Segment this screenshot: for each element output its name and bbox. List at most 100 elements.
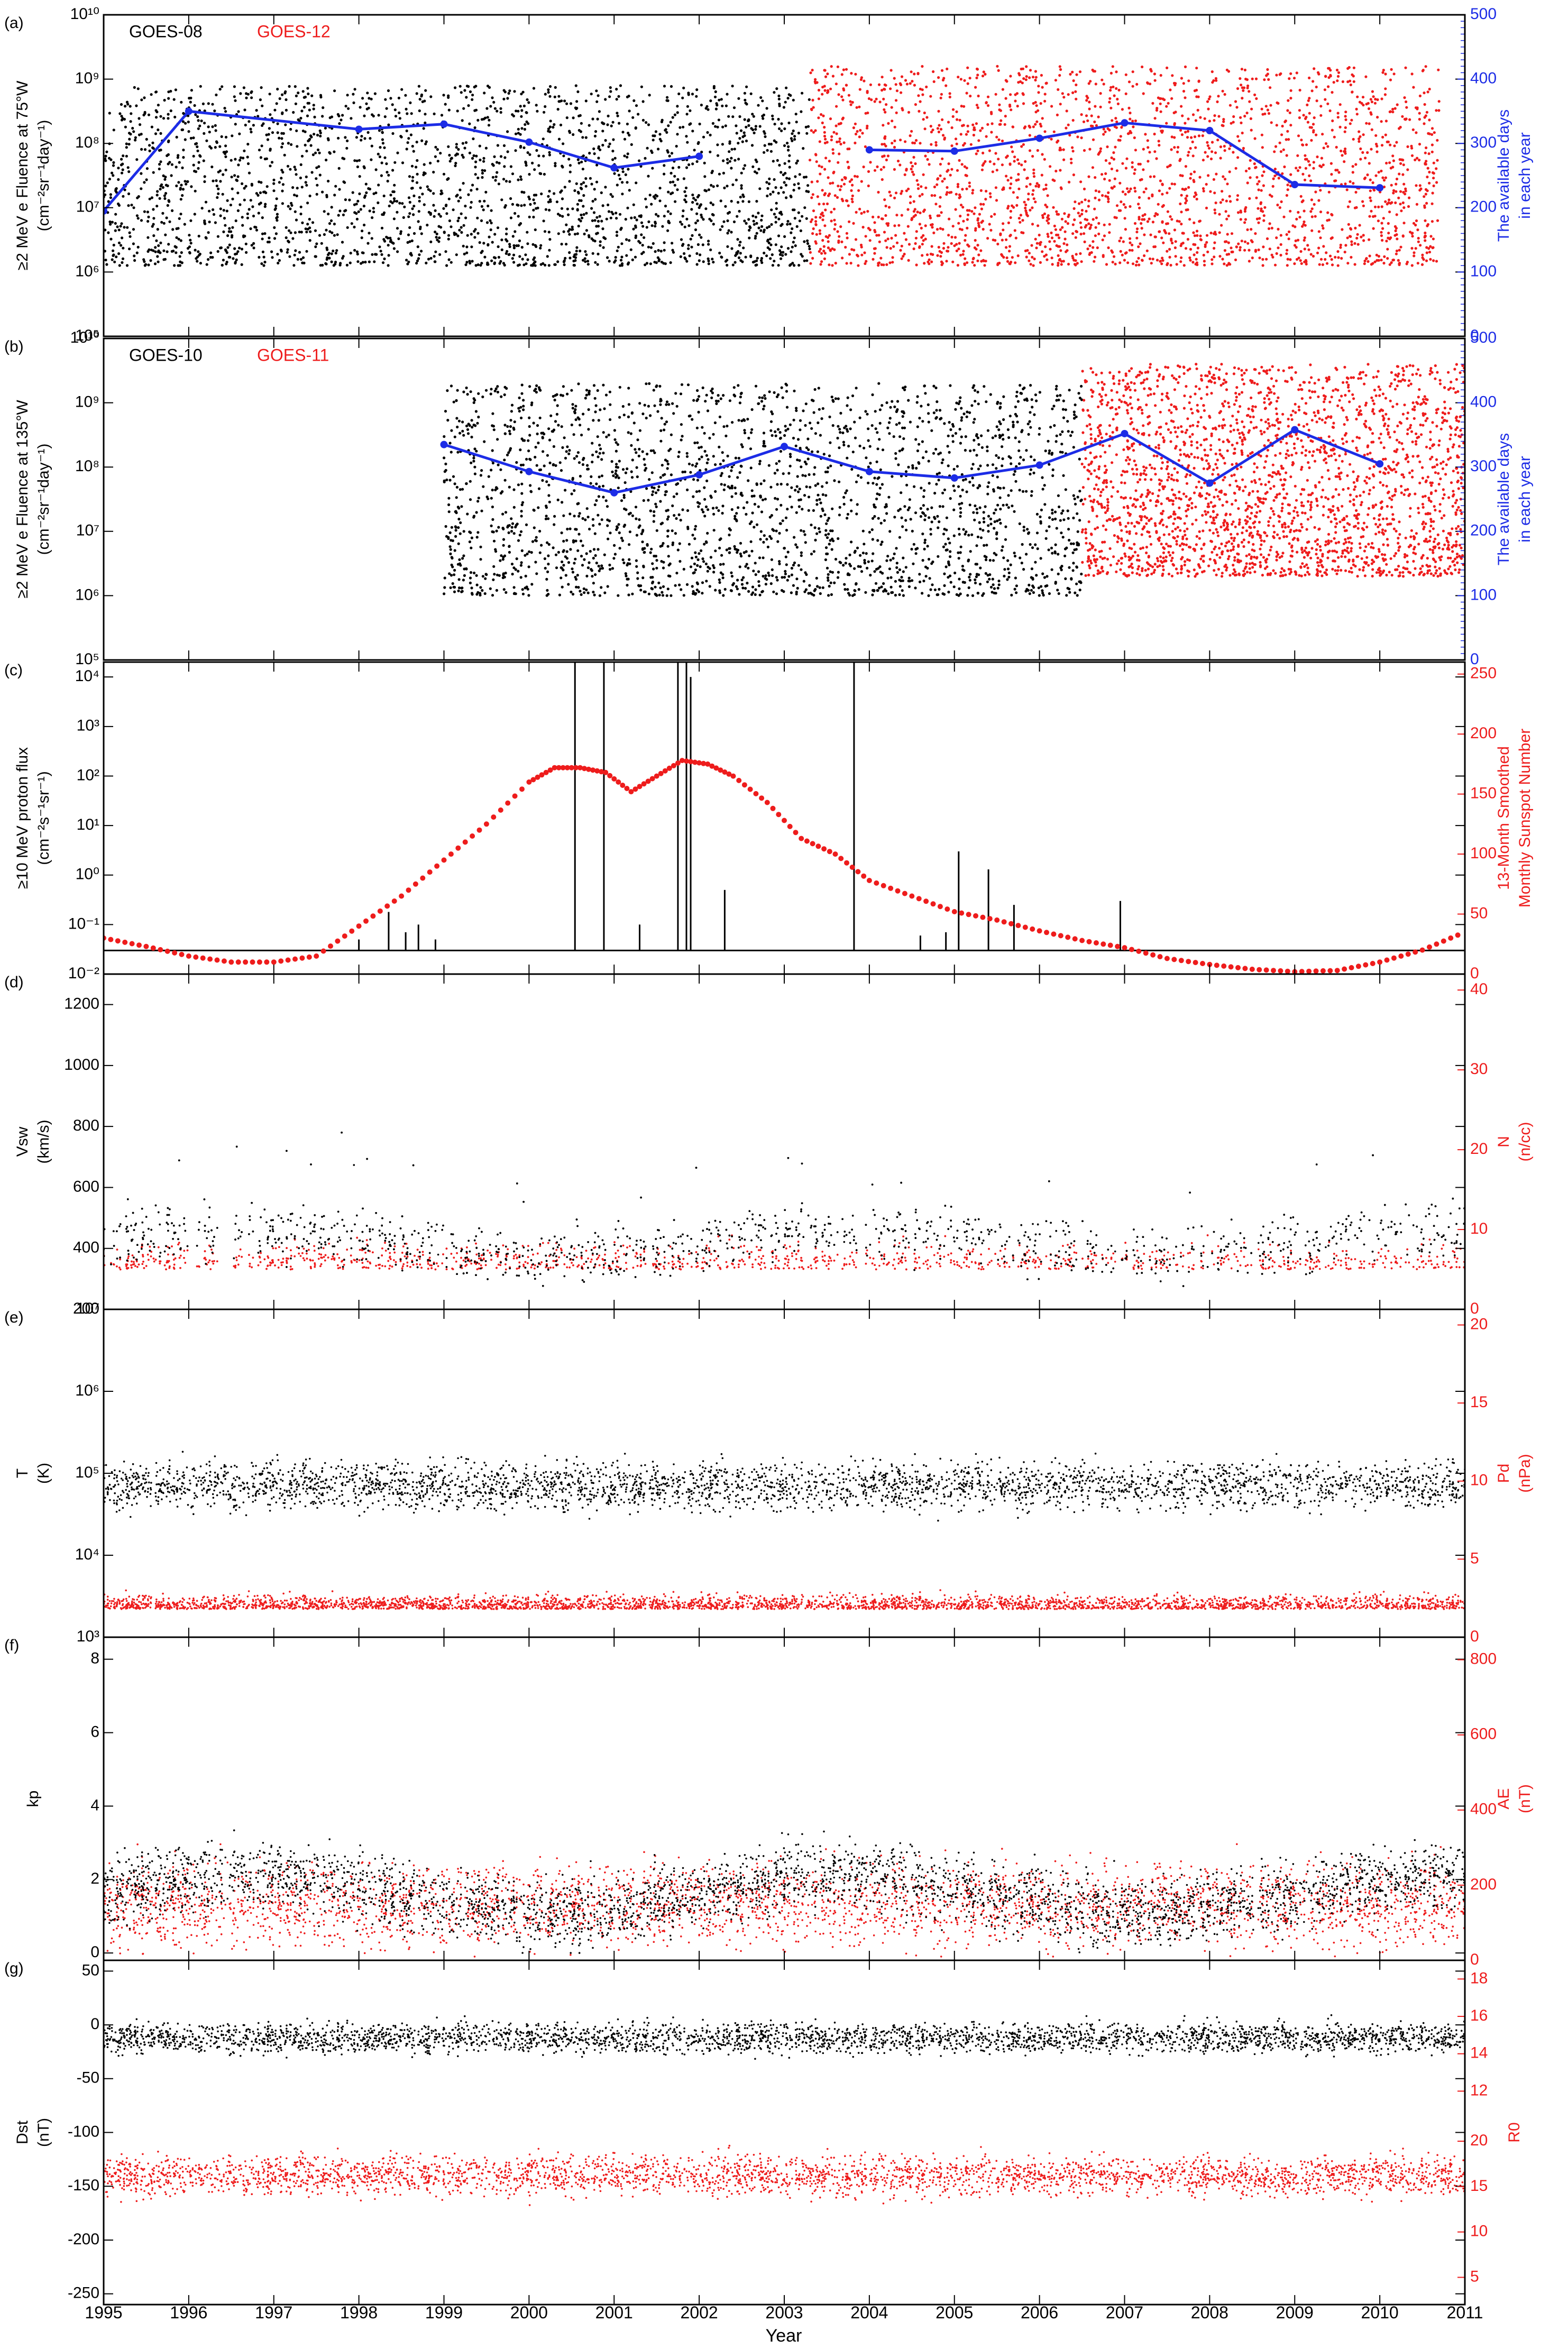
data-point xyxy=(958,227,961,231)
data-point xyxy=(947,169,950,172)
data-point xyxy=(637,113,640,116)
data-point xyxy=(678,126,682,129)
data-point xyxy=(602,246,605,249)
data-point xyxy=(310,94,314,97)
data-point xyxy=(511,203,515,206)
data-point xyxy=(956,169,959,172)
data-point xyxy=(957,222,960,225)
data-point xyxy=(393,199,396,203)
data-point xyxy=(353,88,356,91)
data-point xyxy=(246,212,249,215)
data-point xyxy=(754,215,757,219)
data-point xyxy=(626,122,629,126)
data-point xyxy=(1286,109,1289,112)
data-point xyxy=(816,585,819,588)
data-point xyxy=(824,546,828,549)
data-point xyxy=(548,125,552,129)
data-point xyxy=(719,199,722,203)
data-point xyxy=(456,152,460,156)
data-point xyxy=(412,205,416,208)
data-point xyxy=(1070,161,1073,164)
data-point xyxy=(1119,250,1122,253)
data-point xyxy=(152,234,155,237)
data-point xyxy=(803,259,806,262)
data-point xyxy=(730,247,733,250)
data-point xyxy=(741,260,744,263)
data-point xyxy=(873,100,876,103)
data-point xyxy=(1097,222,1101,225)
data-point xyxy=(735,124,738,127)
data-point xyxy=(1257,207,1260,210)
data-point xyxy=(223,217,226,220)
data-point xyxy=(433,215,436,218)
data-point xyxy=(735,178,738,181)
data-point xyxy=(600,219,603,223)
data-point xyxy=(811,98,814,102)
data-point xyxy=(1121,162,1124,165)
data-point xyxy=(1310,198,1313,201)
data-point xyxy=(277,261,280,265)
data-point xyxy=(683,252,686,255)
data-point xyxy=(1013,229,1016,232)
data-point xyxy=(500,238,503,242)
data-point xyxy=(854,132,858,136)
data-point xyxy=(1086,247,1089,251)
data-point xyxy=(368,232,371,235)
data-point xyxy=(1065,126,1068,130)
data-point xyxy=(1374,97,1377,101)
data-point xyxy=(177,237,180,241)
data-point xyxy=(1359,147,1362,150)
data-point xyxy=(326,253,330,256)
data-point xyxy=(1129,205,1132,208)
data-point xyxy=(1309,179,1313,182)
data-point xyxy=(940,251,943,254)
data-point xyxy=(1083,187,1086,190)
data-point xyxy=(1354,163,1358,166)
data-point xyxy=(709,201,712,205)
data-point xyxy=(926,158,929,161)
data-point xyxy=(982,151,985,154)
data-point xyxy=(789,94,792,97)
data-point xyxy=(759,96,763,99)
data-point xyxy=(713,95,717,98)
data-point xyxy=(1161,256,1164,260)
data-point xyxy=(553,123,556,126)
data-point xyxy=(536,432,539,436)
data-point xyxy=(1294,225,1297,228)
data-point xyxy=(325,228,328,232)
data-point xyxy=(1191,140,1194,143)
data-point xyxy=(881,89,884,92)
data-point xyxy=(822,245,826,248)
data-point xyxy=(649,262,652,265)
data-point xyxy=(112,161,115,164)
data-point xyxy=(759,229,763,232)
data-point xyxy=(362,205,366,208)
data-point xyxy=(884,214,887,217)
data-point xyxy=(583,257,586,260)
data-point xyxy=(835,105,838,108)
data-point xyxy=(833,248,836,251)
data-point xyxy=(1321,133,1324,136)
data-point xyxy=(901,108,904,112)
data-point xyxy=(1194,243,1197,246)
data-point xyxy=(486,261,489,264)
data-point xyxy=(793,183,796,186)
data-point xyxy=(1030,567,1033,571)
data-point xyxy=(887,122,890,125)
data-point xyxy=(1425,251,1428,254)
data-point xyxy=(1408,118,1411,121)
data-point xyxy=(1336,250,1340,253)
data-point xyxy=(847,166,850,170)
data-point xyxy=(330,252,333,255)
data-point xyxy=(1190,136,1193,139)
data-point xyxy=(272,178,276,181)
data-point xyxy=(1275,236,1278,240)
data-point xyxy=(258,180,261,183)
data-point xyxy=(496,109,499,113)
data-point xyxy=(954,137,958,141)
data-point xyxy=(1310,215,1314,218)
data-point xyxy=(737,158,740,161)
data-point xyxy=(1146,139,1149,142)
data-point xyxy=(811,193,814,196)
data-point xyxy=(1043,212,1046,215)
